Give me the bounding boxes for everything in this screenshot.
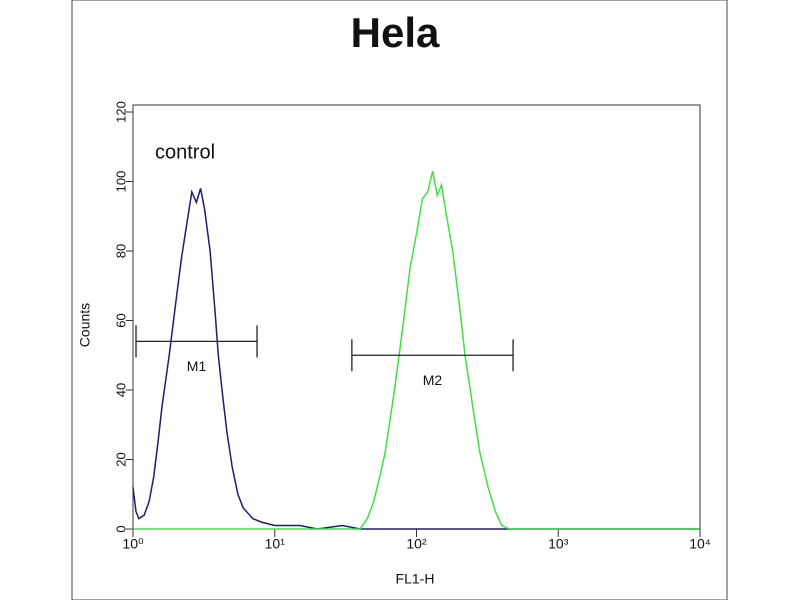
x-tick-label: 10³ xyxy=(548,536,569,552)
y-tick-label: 0 xyxy=(113,525,128,532)
y-tick-label: 80 xyxy=(113,244,128,258)
y-axis-label: Counts xyxy=(77,303,93,347)
y-tick-label: 120 xyxy=(113,101,128,123)
chart-title: Hela xyxy=(351,9,440,56)
series-annotation: control xyxy=(155,141,215,163)
frame xyxy=(71,0,728,600)
histogram-line xyxy=(133,170,700,530)
histogram-line xyxy=(132,188,700,530)
y-tick-label: 40 xyxy=(113,383,128,397)
x-tick-label: 10² xyxy=(406,536,427,552)
x-tick-label: 10⁴ xyxy=(689,536,711,552)
x-tick-label: 10¹ xyxy=(265,536,286,552)
y-tick-label: 60 xyxy=(113,313,128,327)
gate-label: M1 xyxy=(187,358,207,374)
gate-label: M2 xyxy=(423,372,443,388)
x-axis-label: FL1-H xyxy=(396,571,435,587)
x-tick-label: 10⁰ xyxy=(122,536,144,552)
y-tick-label: 100 xyxy=(113,171,128,193)
y-tick-label: 20 xyxy=(113,452,128,466)
